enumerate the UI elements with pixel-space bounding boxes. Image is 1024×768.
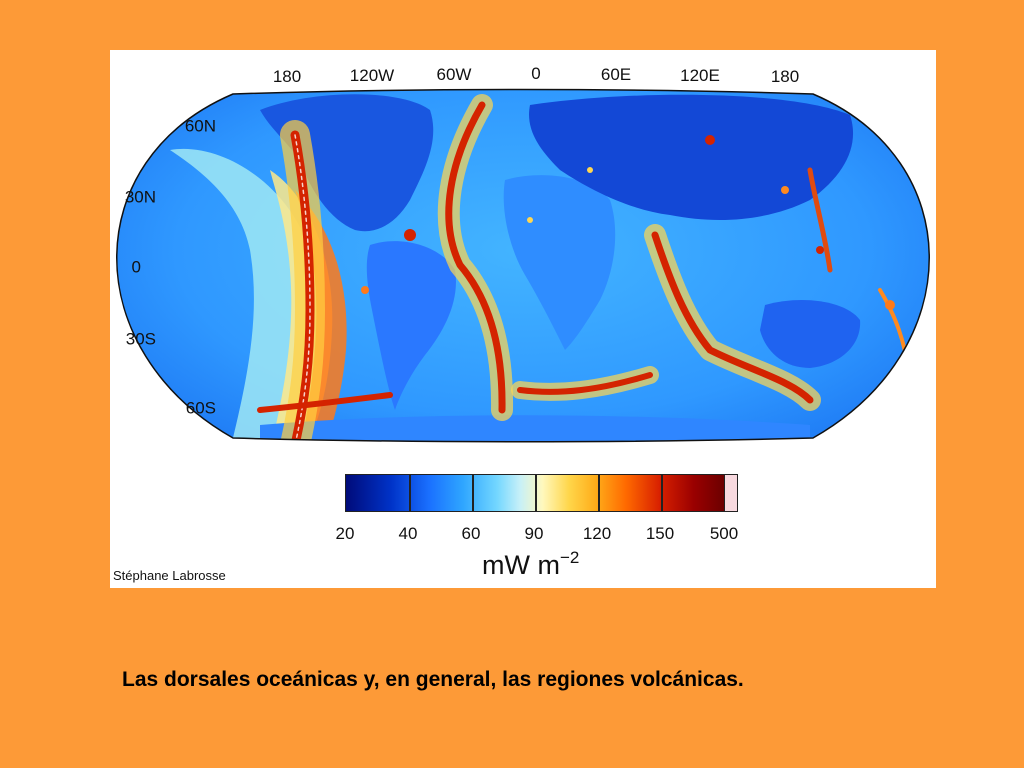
lat-label-60n: 60N [184,116,216,136]
colorbar-tick [598,475,600,511]
hotspots [361,135,895,310]
lon-label-180e: 180 [770,67,800,86]
colorbar-label-20: 20 [335,524,355,543]
south-america [366,241,456,410]
colorbar-label-150: 150 [645,524,675,543]
mid-atlantic-ridge [445,101,506,414]
colorbar-tick [472,475,474,511]
colorbar [345,474,725,512]
pacific-antarctic-ridge [257,392,393,413]
lat-label-30n: 30N [124,187,156,207]
colorbar-label-90: 90 [524,524,544,543]
map-interior [116,89,930,442]
colorbar-label-120: 120 [582,524,612,543]
australia [760,300,861,368]
colorbar-label-60: 60 [461,524,481,543]
southwest-indian-ridge [517,372,653,395]
lat-label-60s: 60S [185,398,216,418]
heat-flow-map [116,88,930,443]
slide-caption: Las dorsales oceánicas y, en general, la… [122,668,744,691]
unit-exponent: −2 [559,548,580,567]
pacific-warm-zone [170,148,316,442]
indian-ocean-ridge [651,231,814,404]
west-pacific-hot-zone [807,167,833,273]
colorbar-tick [661,475,663,511]
lon-label-60w: 60W [436,65,472,84]
lon-label-120e: 120E [680,66,720,85]
colorbar-cap [724,474,738,512]
lon-label-0: 0 [531,64,541,83]
colorbar-label-40: 40 [398,524,418,543]
lon-label-120w: 120W [349,66,395,85]
ridges [257,101,912,442]
author-credit: Stéphane Labrosse [113,568,226,583]
unit-main: mW m [482,550,560,580]
lon-label-180w: 180 [272,67,302,86]
lat-label-30s: 30S [125,329,156,349]
colorbar-tick [409,475,411,511]
map-frame [116,88,930,443]
colorbar-tick [535,475,537,511]
lon-label-60e: 60E [600,65,632,84]
antarctica [260,415,810,442]
colorbar-label-500: 500 [709,524,739,543]
lat-label-0: 0 [131,257,141,277]
eurasia [529,94,854,220]
unit-label: mW m−2 [482,548,579,581]
figure-panel: 180 120W 60W 0 60E 120E 180 60N 30N 0 30… [110,50,936,588]
